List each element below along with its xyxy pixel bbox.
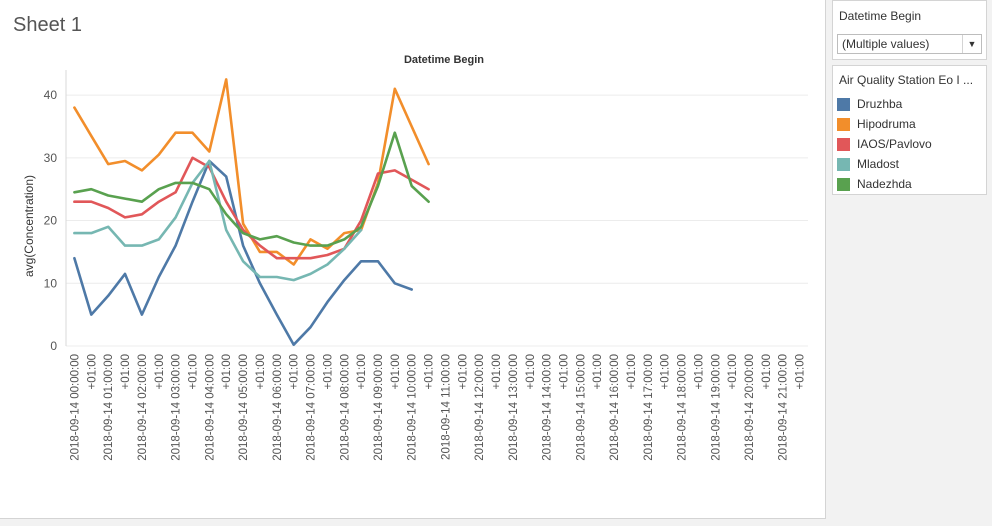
series-line-mladost	[73, 159, 363, 282]
x-tick-label: +01:00	[626, 354, 638, 390]
legend-swatch	[837, 118, 850, 131]
x-tick-label: 2018-09-14 02:00:00	[137, 354, 149, 461]
dropdown-value: (Multiple values)	[842, 37, 930, 51]
legend-swatch	[837, 98, 850, 111]
legend-label: Nadezhda	[857, 177, 912, 191]
x-tick-label: 2018-09-14 07:00:00	[306, 354, 318, 461]
series-line-druzhba	[73, 159, 413, 346]
x-tick-label: +01:00	[457, 354, 469, 390]
legend-label: Druzhba	[857, 97, 903, 111]
x-tick-label: +01:00	[660, 354, 672, 390]
x-tick-label: +01:00	[154, 354, 166, 390]
legend-label: Hipodruma	[857, 117, 916, 131]
legend-title: Air Quality Station Eo I ...	[839, 73, 974, 87]
x-tick-label: 2018-09-14 05:00:00	[238, 354, 250, 461]
x-tick-label: +01:00	[322, 354, 334, 390]
x-tick-label: 2018-09-14 10:00:00	[407, 354, 419, 461]
x-tick-label: +01:00	[795, 354, 807, 390]
x-tick-label: 2018-09-14 12:00:00	[474, 354, 486, 461]
x-tick-label: 2018-09-14 13:00:00	[508, 354, 520, 461]
y-tick-label: 40	[44, 88, 58, 102]
x-tick-label: +01:00	[693, 354, 705, 390]
x-tick-label: 2018-09-14 14:00:00	[542, 354, 554, 461]
x-tick-label: +01:00	[120, 354, 132, 390]
x-tick-label: 2018-09-14 15:00:00	[575, 354, 587, 461]
x-tick-label: +01:00	[86, 354, 98, 390]
x-tick-label: +01:00	[187, 354, 199, 390]
y-tick-label: 20	[44, 214, 58, 228]
x-tick-label: +01:00	[255, 354, 267, 390]
x-tick-label: 2018-09-14 20:00:00	[744, 354, 756, 461]
x-tick-label: +01:00	[761, 354, 773, 390]
x-tick-label: 2018-09-14 11:00:00	[440, 354, 452, 460]
filter-title: Datetime Begin	[839, 9, 922, 23]
legend-swatch	[837, 178, 850, 191]
x-tick-label: +01:00	[727, 354, 739, 390]
legend-swatch	[837, 158, 850, 171]
filter-card: Datetime Begin (Multiple values) ▼	[832, 0, 987, 60]
x-tick-label: 2018-09-14 16:00:00	[609, 354, 621, 461]
y-tick-label: 30	[44, 151, 58, 165]
y-tick-label: 0	[50, 339, 57, 353]
x-tick-label: 2018-09-14 06:00:00	[272, 354, 284, 461]
x-tick-label: 2018-09-14 21:00:00	[778, 354, 790, 461]
x-tick-label: +01:00	[558, 354, 570, 390]
y-tick-label: 10	[44, 276, 58, 290]
legend-card: Air Quality Station Eo I ... Druzhba Hip…	[832, 65, 987, 195]
datetime-filter-dropdown[interactable]: (Multiple values) ▼	[837, 34, 982, 54]
series-line-iaos-pavlovo	[73, 156, 430, 260]
sheet-panel: 0 10 20 30 40 Datetime Begin avg(Concentration…	[0, 0, 826, 519]
x-tick-label: +01:00	[424, 354, 436, 390]
line-chart: 0 10 20 30 40 Datetime Begin avg(Concentration…	[22, 54, 808, 461]
chevron-down-icon[interactable]: ▼	[962, 35, 981, 53]
chart-title: Datetime Begin	[404, 54, 484, 66]
x-tick-label: +01:00	[356, 354, 368, 390]
legend-label: IAOS/Pavlovo	[857, 137, 932, 151]
x-tick-label: +01:00	[390, 354, 402, 390]
x-tick-label: 2018-09-14 09:00:00	[373, 354, 385, 461]
x-tick-label: 2018-09-14 17:00:00	[643, 354, 655, 461]
x-tick-label: 2018-09-14 18:00:00	[677, 354, 689, 461]
x-tick-label: +01:00	[491, 354, 503, 390]
y-axis-label: avg(Concentration)	[22, 175, 36, 277]
x-tick-label: 2018-09-14 01:00:00	[103, 354, 115, 461]
x-tick-label: 2018-09-14 19:00:00	[710, 354, 722, 461]
series-line-nadezhda	[73, 131, 430, 247]
legend-label: Mladost	[857, 157, 900, 171]
x-tick-label: +01:00	[221, 354, 233, 390]
x-tick-label: 2018-09-14 04:00:00	[204, 354, 216, 461]
legend-swatch	[837, 138, 850, 151]
x-tick-label: +01:00	[289, 354, 301, 390]
x-tick-label: +01:00	[525, 354, 537, 390]
x-tick-label: 2018-09-14 08:00:00	[339, 354, 351, 461]
x-tick-label: 2018-09-14 03:00:00	[171, 354, 183, 461]
x-tick-label: +01:00	[592, 354, 604, 390]
x-tick-label: 2018-09-14 00:00:00	[69, 354, 81, 461]
sheet-title: Sheet 1	[13, 14, 82, 36]
